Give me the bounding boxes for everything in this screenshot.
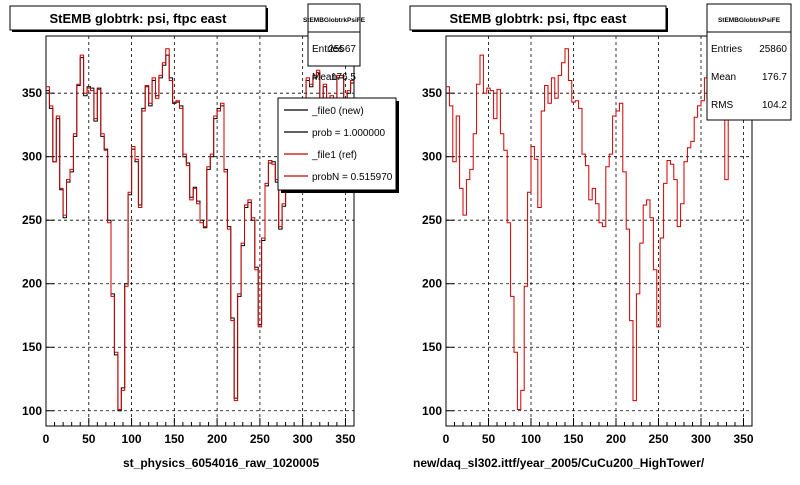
x-tick-label: 150 (164, 432, 184, 446)
stats-name: StEMBGlobtrkPsiFE (718, 17, 781, 24)
x-tick-label: 250 (250, 432, 270, 446)
panel-0: 0 50 100 150 200 250 300 350 100 150 200 250 300 350 S… (9, 3, 399, 446)
y-tick-label: 150 (22, 340, 42, 354)
stats-value: 176.7 (762, 72, 787, 83)
x-tick-label: 350 (733, 432, 753, 446)
stats-label: Mean (711, 72, 736, 83)
x-tick-label: 200 (606, 432, 626, 446)
x-tick-label: 100 (122, 432, 142, 446)
stats-label: RMS (711, 100, 734, 111)
plot-frame (45, 35, 355, 427)
legend-label: prob = 1.000000 (312, 128, 386, 139)
x-tick-label: 100 (521, 432, 541, 446)
y-tick-label: 250 (422, 213, 442, 227)
stats-label: Entries (711, 44, 742, 55)
stats-label: Mean (312, 72, 337, 83)
x-tick-label: 150 (563, 432, 583, 446)
stats-label: Entries (312, 44, 343, 55)
y-tick-label: 250 (22, 213, 42, 227)
stats-value: 104.2 (762, 100, 787, 111)
series-line-0 (446, 48, 752, 410)
x-tick-label: 300 (691, 432, 711, 446)
y-tick-label: 350 (422, 86, 442, 100)
y-tick-label: 100 (22, 404, 42, 418)
caption-left: st_physics_6054016_raw_1020005 (123, 456, 320, 470)
stats-value: 25860 (759, 44, 787, 55)
caption-right: new/daq_sl302.ittf/year_2005/CuCu200_Hig… (413, 456, 705, 470)
y-tick-label: 300 (422, 150, 442, 164)
x-tick-label: 300 (293, 432, 313, 446)
x-tick-label: 350 (335, 432, 355, 446)
legend: _file0 (new) prob = 1.000000 _file1 (ref) p… (277, 97, 399, 193)
x-tick-label: 200 (207, 432, 227, 446)
y-tick-label: 350 (22, 86, 42, 100)
y-tick-label: 200 (22, 277, 42, 291)
stats-value: 25567 (328, 44, 356, 55)
stats-box (307, 3, 361, 67)
legend-label: _file0 (new) (311, 106, 364, 117)
x-tick-label: 250 (648, 432, 668, 446)
x-tick-label: 50 (82, 432, 96, 446)
x-tick-label: 0 (43, 432, 50, 446)
x-tick-label: 0 (443, 432, 450, 446)
legend-label: probN = 0.515970 (312, 172, 393, 183)
y-tick-label: 100 (422, 404, 442, 418)
legend-box (277, 97, 397, 191)
plot-frame (445, 35, 753, 427)
stats-name: StEMBGlobtrkPsiFE (303, 17, 366, 24)
stats-value: 176.5 (331, 72, 356, 83)
stats-box (706, 3, 792, 121)
title-box (409, 5, 667, 31)
y-tick-label: 300 (22, 150, 42, 164)
chart-title: StEMB globtrk: psi, ftpc east (50, 11, 228, 26)
title-box (9, 5, 267, 31)
y-tick-label: 150 (422, 340, 442, 354)
y-tick-label: 200 (422, 277, 442, 291)
legend-label: _file1 (ref) (311, 150, 357, 161)
x-tick-label: 50 (482, 432, 496, 446)
panel-1: 0 50 100 150 200 250 300 350 100 150 200 250 300 350 S… (409, 3, 792, 446)
chart-title: StEMB globtrk: psi, ftpc east (450, 11, 628, 26)
